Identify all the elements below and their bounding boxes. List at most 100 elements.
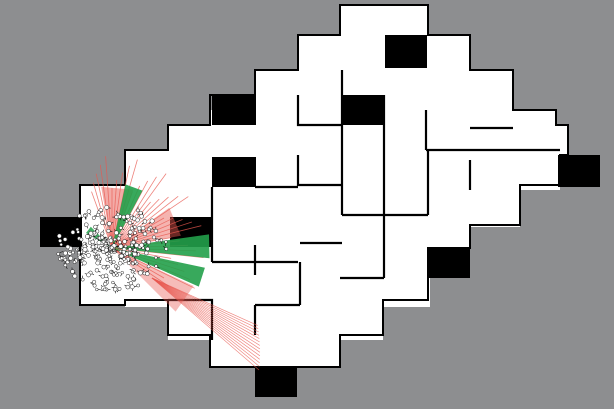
particle bbox=[119, 253, 124, 259]
particle bbox=[63, 250, 68, 256]
particle bbox=[140, 225, 146, 231]
particle bbox=[133, 225, 137, 229]
particle bbox=[136, 226, 142, 231]
maze-blocks bbox=[40, 35, 600, 397]
particle bbox=[113, 237, 117, 242]
particle bbox=[136, 283, 141, 288]
particle bbox=[132, 216, 137, 221]
particle bbox=[118, 261, 123, 266]
particle bbox=[131, 261, 135, 266]
particle bbox=[70, 269, 75, 274]
red-sensor-ray bbox=[151, 277, 258, 326]
particle bbox=[100, 274, 105, 279]
particle bbox=[109, 245, 114, 250]
particle bbox=[124, 251, 129, 256]
particle bbox=[103, 273, 109, 279]
particle bbox=[106, 228, 111, 233]
particle bbox=[90, 239, 95, 245]
particle bbox=[106, 264, 110, 269]
particle bbox=[125, 274, 131, 279]
block-upper-left bbox=[212, 95, 256, 125]
particle bbox=[117, 233, 122, 238]
particle bbox=[99, 215, 105, 220]
particle bbox=[137, 270, 143, 276]
particle bbox=[149, 218, 155, 224]
particle bbox=[72, 260, 77, 264]
particle bbox=[93, 249, 98, 254]
particle bbox=[63, 258, 68, 262]
particle bbox=[101, 264, 107, 270]
particle bbox=[145, 246, 150, 252]
particle bbox=[96, 240, 102, 246]
particle bbox=[114, 215, 119, 220]
particle bbox=[65, 244, 71, 250]
particle bbox=[153, 228, 159, 234]
particle bbox=[93, 224, 98, 230]
particle bbox=[133, 248, 138, 253]
particle bbox=[81, 260, 87, 266]
particle bbox=[127, 220, 133, 226]
particle bbox=[133, 260, 138, 264]
red-sensor-ray bbox=[151, 277, 260, 371]
particle bbox=[121, 214, 126, 220]
particle bbox=[139, 242, 144, 248]
particle bbox=[67, 250, 73, 256]
particle bbox=[57, 233, 62, 239]
particle bbox=[101, 239, 106, 244]
particle bbox=[92, 279, 97, 285]
particle bbox=[102, 287, 107, 292]
particle bbox=[122, 257, 126, 261]
particle bbox=[62, 237, 68, 242]
red-sensor-ray bbox=[151, 277, 260, 360]
red-sensor-ray bbox=[111, 247, 204, 258]
particle bbox=[100, 235, 105, 240]
particle bbox=[131, 240, 136, 245]
particle bbox=[100, 231, 105, 236]
green-sensor-wedge bbox=[112, 234, 210, 259]
particle bbox=[142, 231, 148, 237]
particle bbox=[139, 214, 144, 219]
red-sensor-ray bbox=[111, 225, 202, 249]
particle bbox=[80, 277, 85, 282]
particle bbox=[125, 213, 131, 219]
particle bbox=[128, 281, 133, 286]
particle bbox=[68, 255, 74, 261]
particle bbox=[114, 271, 118, 275]
block-top bbox=[385, 35, 427, 68]
particle bbox=[133, 236, 138, 241]
red-sensor-ray bbox=[111, 196, 169, 249]
particle bbox=[118, 249, 123, 254]
particle bbox=[91, 215, 96, 220]
particle bbox=[142, 219, 148, 224]
particle bbox=[98, 257, 103, 261]
particle bbox=[118, 240, 122, 245]
particle bbox=[125, 219, 129, 223]
particle bbox=[71, 250, 75, 255]
particle bbox=[141, 239, 146, 244]
particle bbox=[59, 242, 63, 247]
particle bbox=[114, 264, 118, 269]
particle bbox=[90, 244, 96, 250]
particle bbox=[120, 270, 124, 275]
particle bbox=[59, 256, 64, 260]
particle bbox=[77, 213, 82, 218]
block-bottom bbox=[255, 367, 297, 397]
particle bbox=[131, 276, 136, 282]
particle bbox=[106, 221, 112, 226]
red-sensor-ray bbox=[95, 173, 113, 249]
particle bbox=[107, 254, 111, 258]
particle bbox=[125, 284, 131, 290]
red-sensor-ray bbox=[151, 277, 260, 367]
particle bbox=[114, 230, 119, 236]
red-sensor-ray bbox=[111, 221, 193, 249]
red-sensor-ray bbox=[151, 277, 260, 343]
particle bbox=[164, 247, 169, 251]
particle bbox=[112, 287, 118, 292]
particle bbox=[128, 229, 133, 235]
particle bbox=[136, 208, 140, 213]
particle bbox=[86, 209, 92, 214]
particle bbox=[146, 239, 152, 245]
particle bbox=[95, 287, 99, 292]
particle-cloud bbox=[56, 205, 169, 294]
